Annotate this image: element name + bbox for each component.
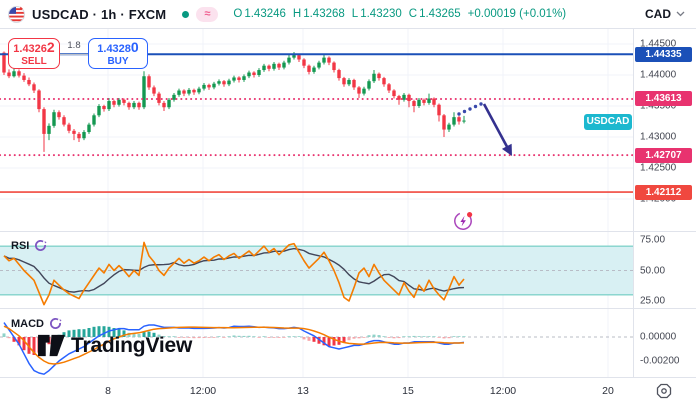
tradingview-logo-icon [36, 333, 67, 358]
sell-label: SELL [21, 56, 47, 68]
rsi-tick-label: 25.00 [640, 295, 666, 307]
spread-indicator: 1.8 [60, 38, 88, 69]
order-panel: 1.43262 SELL 1.8 1.43280 BUY [8, 38, 148, 69]
buy-label: BUY [107, 56, 129, 68]
price-level-label: 1.42707 [635, 147, 692, 163]
price-tick-label: 1.44500 [640, 38, 677, 50]
price-tick-label: 1.44000 [640, 69, 677, 81]
price-axis[interactable]: 1.445001.440001.435001.430001.425001.420… [634, 29, 696, 377]
loading-spinner-icon [34, 239, 47, 252]
macd-tick-label: 0.00000 [640, 331, 677, 343]
rsi-ma-line [3, 247, 465, 293]
rsi-pane [0, 241, 633, 306]
price-tick-label: 1.42500 [640, 162, 677, 174]
series-label: USDCAD [584, 114, 632, 130]
buy-button[interactable]: 1.43280 BUY [88, 38, 148, 69]
currency-selector[interactable]: CAD [634, 0, 696, 29]
tradingview-logo-text: TradingView [71, 333, 193, 357]
change-value: +0.00019 (+0.01%) [467, 8, 567, 20]
time-tick-label: 8 [105, 385, 111, 397]
grid-lines [0, 29, 633, 377]
time-tick-label: 12:00 [489, 385, 517, 397]
rsi-pane-label[interactable]: RSI [11, 239, 47, 252]
market-status-dot-icon [182, 10, 190, 18]
delayed-data-badge[interactable]: ≈ [196, 6, 219, 22]
settings-icon[interactable] [655, 382, 675, 402]
time-tick-label: 12:00 [189, 385, 217, 397]
trend-projection-drawing[interactable] [457, 102, 512, 156]
usdcad-flag-icon [8, 5, 25, 23]
chevron-down-icon [676, 11, 685, 17]
time-axis[interactable]: 8 12:00 13 15 12:00 20 [0, 377, 696, 405]
candles [2, 51, 466, 152]
high-label: H [292, 8, 302, 20]
price-level-label: 1.42112 [635, 184, 692, 200]
price-level-label: 1.44335 [635, 46, 692, 62]
close-label: C [408, 8, 418, 20]
time-tick-label: 15 [402, 385, 414, 397]
close-value: 1.43265 [419, 8, 461, 20]
rsi-label-text: RSI [11, 239, 30, 252]
price-level-label: 1.43613 [635, 91, 692, 107]
rsi-tick-label: 50.00 [640, 265, 666, 276]
spread-value: 1.8 [67, 40, 81, 51]
price-tick-label: 1.43000 [640, 131, 677, 143]
sell-button[interactable]: 1.43262 SELL [8, 38, 60, 69]
down-arrow [482, 103, 510, 150]
open-value: 1.43246 [244, 8, 286, 20]
ohlc-values: O 1.43246 H 1.43268 L 1.43230 C 1.43265 +0.00019… [233, 8, 568, 20]
rsi-tick-label: 75.00 [640, 234, 666, 246]
macd-pane-label[interactable]: MACD [11, 317, 62, 330]
high-value: 1.43268 [303, 8, 345, 20]
open-label: O [233, 8, 243, 20]
rsi-line [3, 241, 465, 306]
macd-signal-line [3, 325, 465, 365]
symbol-title[interactable]: USDCAD · 1h · FXCM [32, 6, 167, 22]
macd-tick-label: -0.00200 [640, 355, 680, 367]
currency-label: CAD [645, 7, 671, 21]
time-tick-label: 13 [297, 385, 309, 397]
macd-label-text: MACD [11, 317, 44, 330]
sell-price: 1.4326 [13, 42, 47, 55]
low-value: 1.43230 [360, 8, 402, 20]
spread-connector [60, 54, 88, 55]
toolbar: USDCAD · 1h · FXCM ≈ O 1.43246 H 1.43268 L 1.… [0, 0, 696, 29]
loading-spinner-icon [49, 317, 62, 330]
time-tick-label: 20 [602, 385, 614, 397]
buy-price: 1.4328 [97, 42, 131, 55]
flash-icon[interactable] [452, 210, 474, 232]
low-label: L [351, 8, 359, 20]
tradingview-logo[interactable]: TradingView [36, 333, 192, 358]
